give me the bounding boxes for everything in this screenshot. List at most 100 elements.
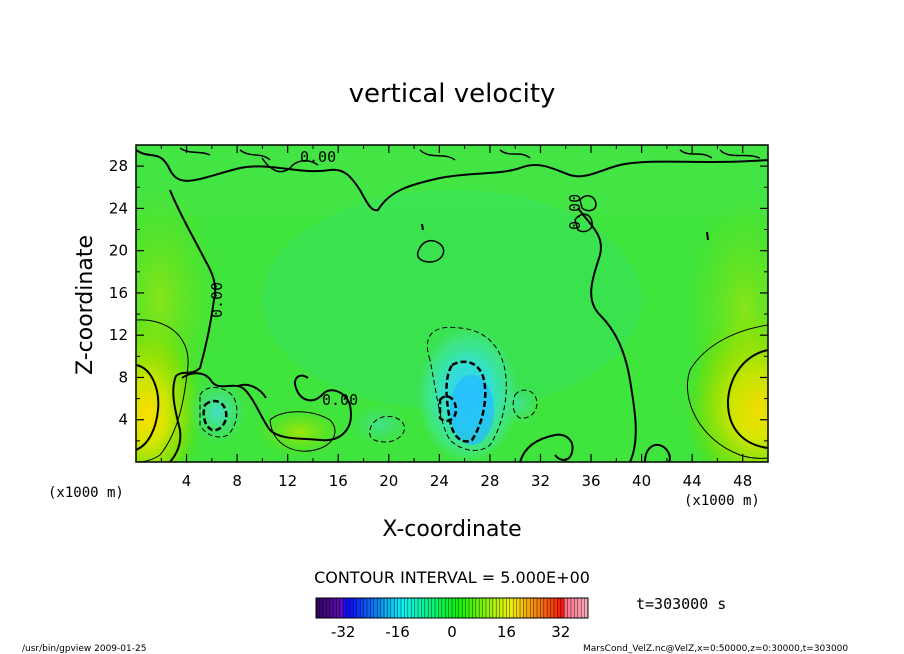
colorbar-cell bbox=[543, 598, 548, 618]
colorbar-frame bbox=[315, 597, 589, 619]
colorbar-tick-label: 32 bbox=[551, 623, 570, 641]
colorbar-cell bbox=[377, 598, 382, 618]
x-tick-label: 8 bbox=[232, 472, 242, 490]
colorbar-cell bbox=[458, 598, 463, 618]
colorbar-cell bbox=[428, 598, 433, 618]
colorbar-cell bbox=[319, 598, 324, 618]
x-tick-label: 20 bbox=[379, 472, 398, 490]
colorbar-cell bbox=[537, 598, 541, 618]
colorbar-cell bbox=[441, 598, 446, 618]
x-tick-label: 28 bbox=[480, 472, 499, 490]
colorbar-cell bbox=[346, 598, 351, 618]
colorbar-cell bbox=[316, 598, 320, 618]
x-tick-label: 36 bbox=[581, 472, 600, 490]
colorbar-cell bbox=[397, 598, 402, 618]
colorbar-tick-label: -16 bbox=[385, 623, 410, 641]
x-axis-label: X-coordinate bbox=[382, 517, 521, 542]
colorbar: -32 -16 0 16 32 bbox=[315, 597, 589, 641]
y-tick-label: 4 bbox=[118, 411, 128, 429]
colorbar-cell bbox=[322, 598, 327, 618]
colorbar-cell bbox=[496, 598, 501, 618]
x-tick-label: 40 bbox=[632, 472, 651, 490]
y-axis: 4 8 12 16 20 24 28 bbox=[109, 157, 768, 442]
colorbar-cell bbox=[554, 598, 558, 618]
colorbar-cell bbox=[455, 598, 460, 618]
colorbar-cell bbox=[584, 598, 589, 618]
colorbar-cell bbox=[390, 598, 395, 618]
contour-label: 0.00 bbox=[208, 282, 226, 318]
x-tick-label: 4 bbox=[182, 472, 192, 490]
colorbar-cell bbox=[577, 598, 582, 618]
colorbar-cell bbox=[363, 598, 368, 618]
colorbar-cell bbox=[506, 598, 511, 618]
colorbar-cell bbox=[469, 598, 473, 618]
colorbar-tick-label: 0 bbox=[447, 623, 457, 641]
colorbar-cell bbox=[581, 598, 586, 618]
heatmap-field bbox=[136, 145, 768, 462]
contour-lines bbox=[136, 147, 768, 462]
colorbar-cell bbox=[353, 598, 358, 618]
contour-labels: 0.00 0.00 0.00 0.00 bbox=[208, 148, 584, 409]
colorbar-cell bbox=[418, 598, 422, 618]
y-tick-label: 12 bbox=[109, 326, 128, 344]
colorbar-cell bbox=[499, 598, 504, 618]
colorbar-cell bbox=[387, 598, 392, 618]
colorbar-cell bbox=[401, 598, 405, 618]
colorbar-cell bbox=[435, 598, 439, 618]
y-tick-label: 8 bbox=[118, 368, 128, 386]
colorbar-tick-label: -32 bbox=[331, 623, 356, 641]
colorbar-cell bbox=[367, 598, 371, 618]
plot-frame bbox=[135, 144, 769, 463]
colorbar-cell bbox=[475, 598, 480, 618]
colorbar-cell bbox=[373, 598, 378, 618]
colorbar-cell bbox=[404, 598, 409, 618]
x-tick-label: 24 bbox=[430, 472, 449, 490]
colorbar-cell bbox=[472, 598, 477, 618]
contour-label: 0.00 bbox=[566, 194, 584, 230]
x-tick-label: 48 bbox=[733, 472, 752, 490]
colorbar-cell bbox=[414, 598, 419, 618]
x-tick-label: 16 bbox=[329, 472, 348, 490]
y-tick-label: 20 bbox=[109, 242, 128, 260]
colorbar-cell bbox=[523, 598, 528, 618]
colorbar-cell bbox=[333, 598, 337, 618]
y-tick-label: 24 bbox=[109, 199, 128, 217]
colorbar-cell bbox=[431, 598, 436, 618]
colorbar-cell bbox=[465, 598, 470, 618]
colorbar-cell bbox=[571, 598, 575, 618]
colorbar-cell bbox=[380, 598, 385, 618]
colorbar-cell bbox=[550, 598, 555, 618]
colorbar-cell bbox=[574, 598, 579, 618]
colorbar-cell bbox=[479, 598, 484, 618]
colorbar-cell bbox=[411, 598, 416, 618]
x-axis: 4 8 12 16 20 24 28 32 36 40 44 48 bbox=[160, 145, 752, 490]
colorbar-cell bbox=[343, 598, 348, 618]
colorbar-cell bbox=[509, 598, 514, 618]
colorbar-cell bbox=[438, 598, 443, 618]
chart-title: vertical velocity bbox=[349, 79, 556, 109]
colorbar-cell bbox=[560, 598, 565, 618]
x-tick-label: 12 bbox=[278, 472, 297, 490]
y-tick-label: 16 bbox=[109, 284, 128, 302]
colorbar-cell bbox=[526, 598, 531, 618]
colorbar-cell bbox=[339, 598, 344, 618]
contour-label: 0.00 bbox=[300, 148, 336, 166]
colorbar-cell bbox=[421, 598, 426, 618]
colorbar-cell bbox=[482, 598, 487, 618]
colorbar-cell bbox=[533, 598, 538, 618]
colorbar-cell bbox=[530, 598, 535, 618]
colorbar-cell bbox=[513, 598, 518, 618]
colorbar-cell bbox=[489, 598, 494, 618]
colorbar-cell bbox=[360, 598, 365, 618]
colorbar-cell bbox=[516, 598, 521, 618]
colorbar-cell bbox=[503, 598, 507, 618]
x-tick-label: 44 bbox=[683, 472, 702, 490]
colorbar-cell bbox=[462, 598, 467, 618]
downdraft-left bbox=[188, 380, 248, 444]
y-tick-label: 28 bbox=[109, 157, 128, 175]
colorbar-cell bbox=[326, 598, 331, 618]
colorbar-cell bbox=[384, 598, 388, 618]
colorbar-cell bbox=[452, 598, 456, 618]
x-tick-label: 32 bbox=[531, 472, 550, 490]
